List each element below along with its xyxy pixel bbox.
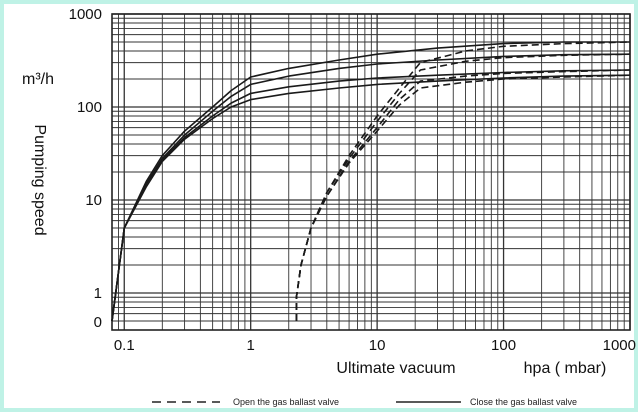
series-line-solid-4 — [111, 74, 631, 322]
y-tick-label: 100 — [77, 99, 102, 116]
x-tick-label: 0.1 — [114, 337, 135, 354]
x-axis-unit: hpa ( mbar) — [524, 360, 607, 377]
x-tick-label: 10 — [369, 337, 386, 354]
legend: Open the gas ballast valve Close the gas… — [152, 397, 577, 407]
plot-border — [111, 13, 631, 331]
y-tick-label: 1 — [94, 285, 102, 302]
legend-solid-label: Close the gas ballast valve — [470, 397, 577, 407]
series-line-dashed-8 — [295, 74, 631, 321]
x-tick-label: 1 — [247, 337, 255, 354]
chart-grid — [111, 13, 631, 331]
y-tick-label: 10 — [85, 192, 102, 209]
series-line-solid-3 — [111, 69, 631, 322]
y-tick-label: 0 — [94, 314, 102, 331]
x-tick-label: 1000 — [603, 337, 636, 354]
y-axis-unit: m³/h — [22, 71, 54, 88]
x-tick-label: 100 — [491, 337, 516, 354]
series-line-solid-1 — [111, 41, 630, 322]
plot-area — [111, 13, 631, 331]
y-axis-label: Pumping speed — [31, 124, 48, 235]
x-axis-label: Ultimate vacuum — [336, 360, 455, 377]
series-layer — [111, 41, 631, 322]
legend-dashed-label: Open the gas ballast valve — [233, 397, 339, 407]
y-tick-label: 1000 — [69, 6, 102, 23]
